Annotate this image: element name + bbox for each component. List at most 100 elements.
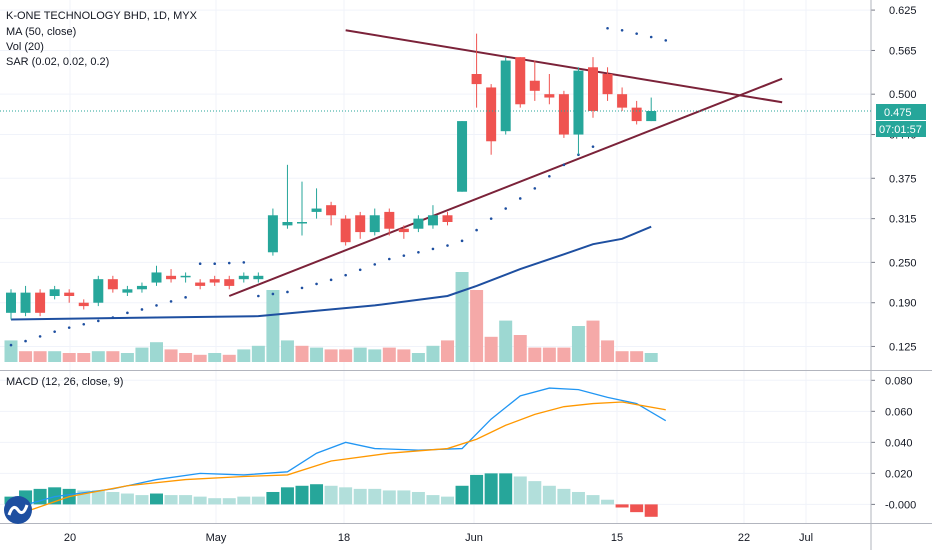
sar-dot [82,322,86,326]
macd-tick-label: 0.020 [885,468,913,480]
sar-dot [591,145,595,148]
volume-bar [48,351,62,362]
time-tick-label: 15 [611,532,623,544]
macd-histogram-bar [397,490,411,505]
sar-dot [562,163,566,167]
sar-dot [213,262,216,266]
trendline [228,77,783,297]
candle-down [442,215,453,222]
volume-bar [630,351,644,362]
price-tick-label: 0.625 [889,5,917,17]
volume-bar [601,340,615,362]
sar-dot [664,39,668,42]
sar-dot [417,250,420,254]
volume-bar [266,290,280,362]
sar-dot [140,308,144,311]
volume-bar [120,353,134,362]
macd-legend: MACD (12, 26, close, 9) [6,376,123,388]
macd-histogram-bar [644,504,658,517]
candle-up [500,60,511,132]
chart-grid [0,0,871,523]
sar-dot [242,261,246,264]
price-tick-label: 0.250 [889,257,917,269]
ma50-line [10,225,652,321]
last-price-tag [876,104,926,120]
macd-histogram-bar [295,485,309,505]
macd-histogram-bar [324,485,338,505]
volume-bar [368,349,382,362]
volume-bar [208,353,222,362]
volume-bar [426,345,440,362]
candle-up [253,275,264,280]
candle-up [238,275,249,280]
sar-dot [329,278,333,282]
trendlines [228,29,783,297]
tradingview-logo[interactable] [4,496,32,524]
chart-title: K-ONE TECHNOLOGY BHD, 1D, MYX [6,10,198,22]
price-tick-label: 0.565 [889,45,917,57]
volume-bar [91,351,105,362]
candle-up [136,285,147,290]
candle-down [602,74,613,95]
sar-dot [53,330,56,333]
price-tick-label: 0.500 [889,89,917,101]
sar-dot [548,174,551,178]
macd-histogram-bar [542,485,556,505]
volume-bar [19,351,33,362]
volume-bar [411,353,425,362]
candle-down [195,282,206,286]
sar-dot [271,292,275,296]
macd-histogram-bar [135,495,149,505]
sar-dot [402,254,406,257]
macd-histogram-bar [193,496,207,505]
time-tick-label: Jul [799,532,813,544]
countdown-value: 07:01:57 [879,124,922,136]
macd-tick-label: -0.000 [885,499,916,511]
sar-dot [518,197,522,200]
candle-up [457,121,468,192]
last-price-value: 0.475 [884,107,912,119]
volume-bar [324,349,338,362]
macd-histogram-bar [557,488,571,505]
volume-bar [33,351,47,362]
candle-down [558,94,569,135]
sar-dot [315,282,318,286]
candle-down [471,74,482,85]
price-tick-label: 0.125 [889,341,917,353]
time-tick-label: Jun [465,532,483,544]
volume-bar [513,335,527,362]
candle-down [340,218,351,243]
sar-dot [257,294,260,298]
macd-histogram-bar [368,488,382,505]
macd-tick-label: 0.040 [885,437,913,449]
candle-up [427,215,438,226]
candle-down [326,205,337,216]
price-tick-label: 0.190 [889,298,917,310]
macd-histogram-bar [266,491,280,505]
sar-dot [67,326,71,329]
sar-dot [126,311,129,315]
sar-dot [635,32,638,35]
volume-bar [499,320,513,362]
sar-dot [97,319,100,323]
candle-down [515,57,526,105]
macd-histogram-bar [513,476,527,505]
macd-histogram-bar [426,495,440,505]
sar-dot [649,35,653,39]
sar-dot [9,343,13,347]
macd-histogram-bar [411,491,425,505]
sar-dot [300,286,304,290]
sar-dot [198,262,202,266]
volume-bar [571,326,585,362]
sar-dot [24,339,27,343]
candle-up [369,215,380,233]
candle-up [646,111,657,122]
volume-bar [615,351,629,362]
macd-histogram-bar [601,499,615,505]
volume-bar [528,347,542,362]
sar-dot [388,257,391,261]
volume-bar [382,347,396,362]
volume-bar [310,347,324,362]
candle-up [573,70,584,135]
macd-histogram-bar [280,487,294,505]
